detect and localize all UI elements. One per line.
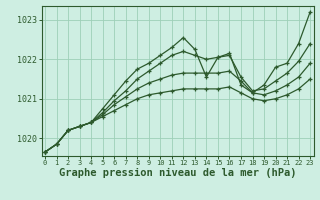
X-axis label: Graphe pression niveau de la mer (hPa): Graphe pression niveau de la mer (hPa)	[59, 168, 296, 178]
